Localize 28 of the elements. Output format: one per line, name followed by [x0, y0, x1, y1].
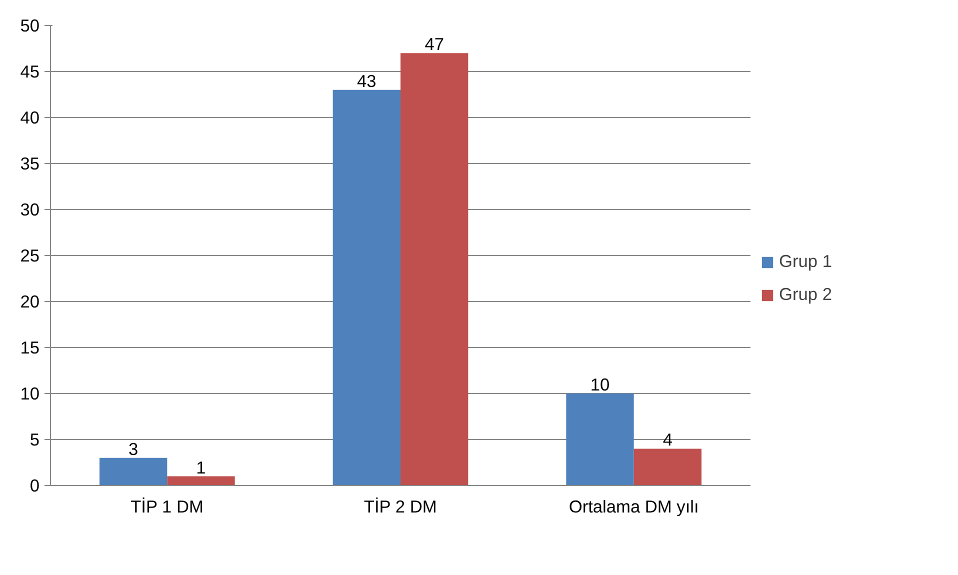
data-label: 3: [128, 438, 138, 459]
y-tick-label: 25: [20, 246, 40, 266]
y-tick-label: 35: [20, 154, 40, 174]
y-tick-label: 20: [20, 292, 40, 312]
y-tick-label: 5: [30, 430, 40, 450]
bar: [634, 448, 702, 486]
bar: [100, 458, 168, 486]
data-label: 47: [424, 34, 444, 54]
x-tick-label: TİP 2 DM: [364, 496, 437, 516]
y-tick-label: 45: [20, 62, 40, 82]
data-label: 4: [662, 430, 673, 450]
y-tick-label: 15: [20, 338, 40, 358]
bar: [167, 476, 235, 486]
y-tick-label: 40: [20, 108, 40, 128]
bar: [400, 53, 468, 486]
bar: [332, 90, 400, 486]
y-tick-label: 30: [20, 200, 40, 220]
y-tick-label: 50: [20, 16, 40, 36]
data-label: 43: [357, 70, 376, 91]
data-label: 10: [590, 374, 610, 394]
bar: [566, 394, 634, 486]
y-tick-label: 0: [30, 476, 40, 496]
y-tick-label: 10: [20, 384, 40, 404]
legend-label: Grup 1: [779, 251, 832, 272]
data-label: 1: [196, 457, 206, 478]
x-tick-label: TİP 1 DM: [130, 496, 204, 516]
x-tick-label: Ortalama DM yılı: [568, 496, 699, 516]
legend-label: Grup 2: [779, 284, 832, 305]
